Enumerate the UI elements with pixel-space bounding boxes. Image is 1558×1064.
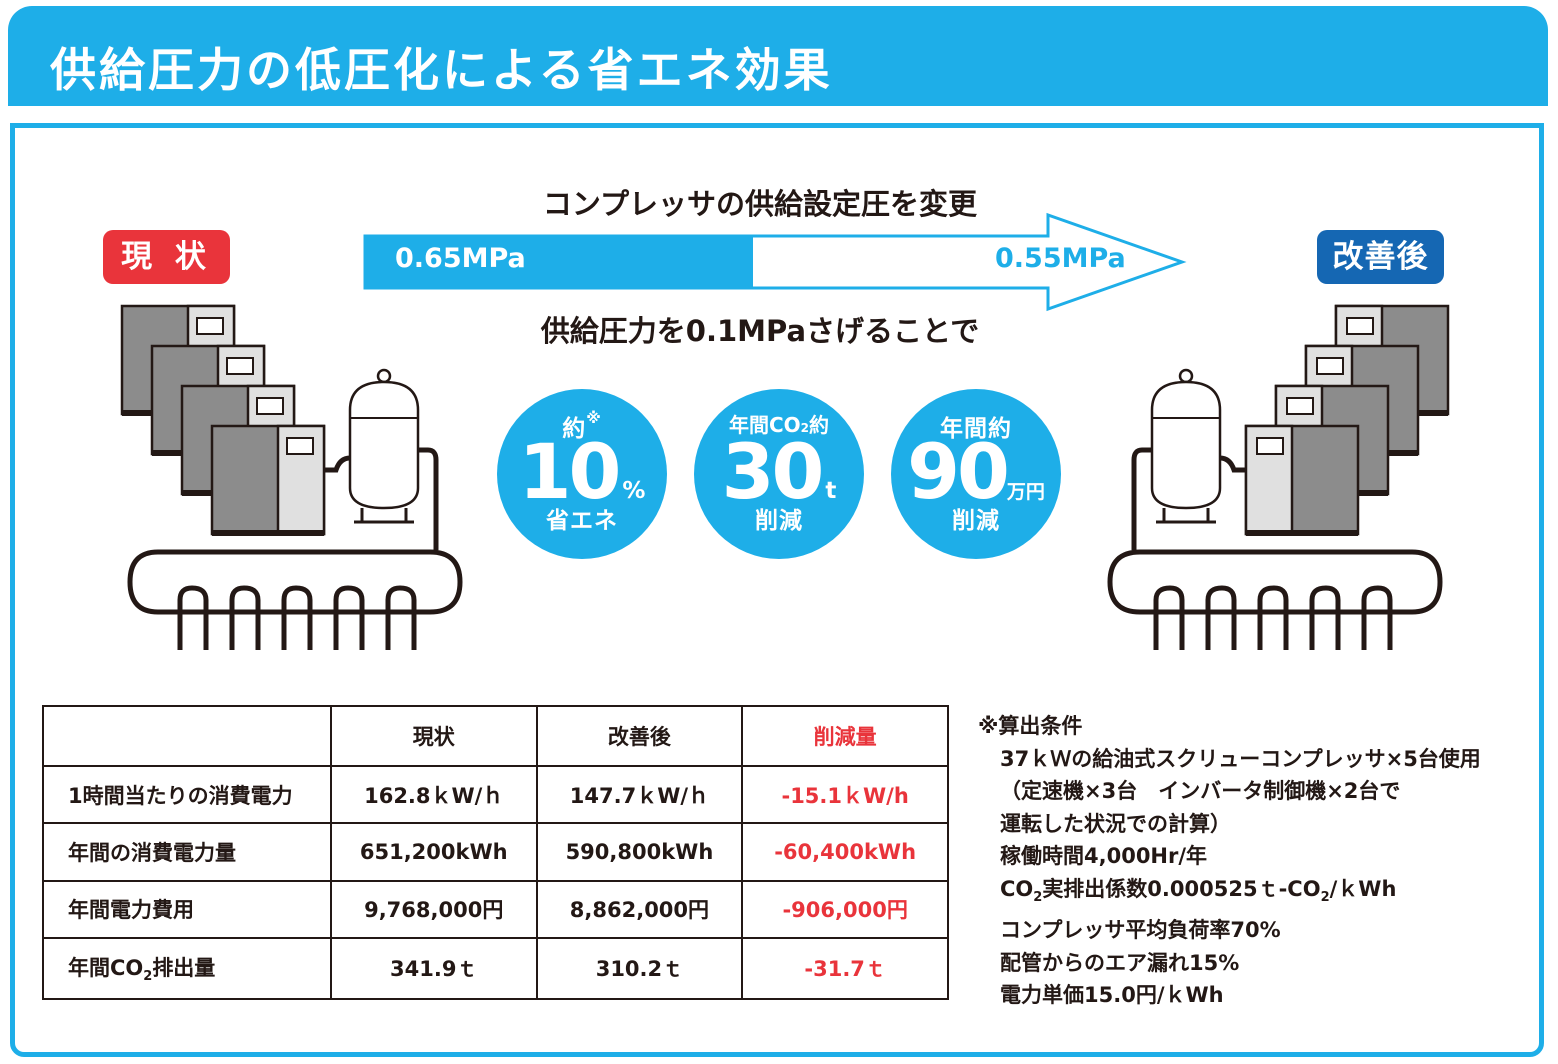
arrow-filled-part: [365, 236, 753, 288]
badge-unit: t: [825, 478, 837, 504]
badge-bottom-text: 削減: [952, 508, 1000, 534]
current-status-badge: 現 状: [103, 230, 230, 284]
row-label: 年間電力費用: [42, 879, 332, 939]
energy-saving-badge: 約※ 10% 省エネ: [497, 389, 667, 559]
pressure-after: 0.55MPa: [995, 243, 1126, 274]
note-mark: ※: [586, 409, 602, 427]
badge-top-text: 約: [562, 416, 587, 442]
table-row: 1時間当たりの消費電力 162.8ｋW/ｈ 147.7ｋW/ｈ -15.1ｋW/…: [42, 764, 949, 825]
pressure-arrow: [363, 212, 1187, 312]
arrow-caption-top: コンプレッサの供給設定圧を変更: [542, 187, 978, 221]
after-value: 310.2ｔ: [535, 936, 744, 1001]
current-value: 651,200kWh: [329, 822, 538, 882]
air-tank-icon: [1150, 368, 1222, 524]
table-row: 年間電力費用 9,768,000円 8,862,000円 -906,000円: [42, 879, 949, 939]
table-header-empty: [42, 705, 332, 767]
notes-line: 運転した状況での計算）: [1000, 811, 1231, 836]
row-label: 年間の消費電力量: [42, 822, 332, 882]
compressor-icon: [1244, 424, 1360, 538]
after-value: 147.7ｋW/ｈ: [535, 764, 744, 825]
row-label: 年間CO2排出量: [42, 936, 332, 1001]
calculation-notes: ※算出条件 37ｋＷの給油式スクリューコンプレッサ×5台使用 （定速機×3台 イ…: [978, 710, 1481, 1012]
notes-line: コンプレッサ平均負荷率70%: [1000, 918, 1281, 943]
reduction-value: -60,400kWh: [741, 822, 949, 882]
table-header-current: 現状: [329, 705, 538, 767]
badge-top-text-tail: 約: [809, 413, 830, 437]
reduction-value: -906,000円: [741, 879, 949, 939]
subscript: 2: [1320, 889, 1330, 905]
after-status-badge: 改善後: [1317, 230, 1444, 284]
after-value: 8,862,000円: [535, 879, 744, 939]
badge-top-text: 年間約: [940, 416, 1012, 442]
badge-top-text: 年間CO: [728, 413, 801, 437]
notes-line: 配管からのエア漏れ15%: [1000, 950, 1240, 975]
piping-loop-icon: [1107, 549, 1443, 650]
table-header-after: 改善後: [535, 705, 744, 767]
after-compressor-illustration: [1107, 304, 1450, 650]
reduction-value: -15.1ｋW/h: [741, 764, 949, 825]
notes-text: CO: [1000, 876, 1034, 901]
current-value: 162.8ｋW/ｈ: [329, 764, 538, 825]
table-row: 年間CO2排出量 341.9ｔ 310.2ｔ -31.7ｔ: [42, 936, 949, 1001]
notes-text: /ｋWh: [1329, 876, 1397, 901]
badge-unit: %: [622, 478, 646, 504]
table-row: 年間の消費電力量 651,200kWh 590,800kWh -60,400kW…: [42, 822, 949, 882]
table-header-reduction: 削減量: [741, 705, 949, 767]
co2-reduction-badge: 年間CO2約 30 t 削減: [694, 389, 864, 559]
notes-line: 37ｋＷの給油式スクリューコンプレッサ×5台使用: [1000, 746, 1481, 771]
current-compressor-illustration: [120, 304, 463, 650]
reduction-value: -31.7ｔ: [741, 936, 949, 1001]
row-label-text-tail: 排出量: [152, 956, 216, 981]
current-value: 9,768,000円: [329, 879, 538, 939]
notes-line: 電力単価15.0円/ｋWh: [1000, 983, 1224, 1008]
pressure-before: 0.65MPa: [395, 243, 526, 274]
compressor-icon: [210, 424, 326, 538]
notes-line: CO2実排出係数0.000525ｔ-CO2/ｋWh: [978, 873, 1481, 915]
notes-line: 稼働時間4,000Hr/年: [1000, 844, 1208, 868]
row-label: 1時間当たりの消費電力: [42, 764, 332, 825]
subscript: 2: [143, 969, 153, 985]
header-bar: [8, 6, 1548, 106]
badge-value: 10: [518, 427, 622, 516]
notes-title: ※算出条件: [978, 714, 1083, 738]
comparison-table: 現状 改善後 削減量 1時間当たりの消費電力 162.8ｋW/ｈ 147.7ｋW…: [42, 705, 949, 1001]
page-title: 供給圧力の低圧化による省エネ効果: [50, 43, 833, 97]
cost-reduction-badge: 年間約 90万円 削減: [891, 389, 1061, 559]
after-value: 590,800kWh: [535, 822, 744, 882]
notes-text: 実排出係数0.000525ｔ-CO: [1042, 876, 1321, 901]
current-value: 341.9ｔ: [329, 936, 538, 1001]
arrow-caption-bottom: 供給圧力を0.1MPaさげることで: [540, 314, 980, 348]
row-label-text: 年間CO: [68, 956, 144, 981]
table-header-row: 現状 改善後 削減量: [42, 705, 949, 767]
badge-unit: 万円: [1006, 481, 1045, 503]
piping-loop-icon: [127, 549, 463, 650]
badge-bottom-text: 省エネ: [546, 508, 618, 534]
notes-line: （定速機×3台 インバータ制御機×2台で: [1000, 779, 1401, 803]
subscript: 2: [800, 421, 810, 435]
badge-bottom-text: 削減: [755, 508, 803, 534]
subscript: 2: [1033, 889, 1043, 905]
badge-value: 90: [907, 427, 1010, 516]
badge-value: 30: [721, 427, 825, 516]
air-tank-icon: [348, 368, 420, 524]
